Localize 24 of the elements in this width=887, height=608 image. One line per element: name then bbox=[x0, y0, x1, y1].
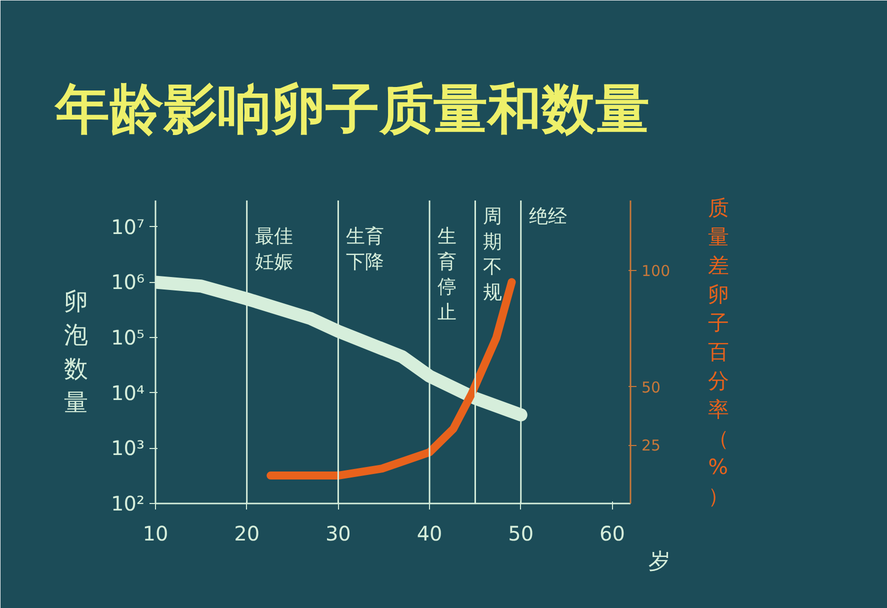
ref-line-label: 绝经 bbox=[528, 206, 567, 228]
x-tick-label: 50 bbox=[508, 522, 534, 546]
y-axis-title: 卵泡数量 bbox=[64, 288, 88, 416]
ref-line-label: 最佳妊娠 bbox=[254, 226, 293, 273]
x-tick-label: 40 bbox=[416, 522, 442, 546]
y-tick-label: 10⁷ bbox=[111, 214, 144, 239]
x-tick-label: 10 bbox=[142, 522, 168, 546]
text: 质量差卵子百分率（%） bbox=[708, 196, 730, 508]
chart-title: 年龄影响卵子质量和数量 bbox=[54, 78, 650, 140]
ref-line-label: 生育下降 bbox=[346, 226, 384, 273]
y2-tick-label: 100 bbox=[642, 262, 670, 280]
ref-line-label: 周期不规 bbox=[483, 206, 502, 304]
y-tick-label: 10³ bbox=[111, 436, 144, 460]
y-tick-label: 10⁶ bbox=[111, 270, 144, 294]
x-axis-title: 岁 bbox=[648, 550, 670, 574]
ref-line-label: 生育停止 bbox=[438, 226, 457, 324]
y-tick-label: 10⁴ bbox=[111, 380, 144, 405]
y-tick-label: 10² bbox=[111, 492, 144, 516]
x-tick-label: 30 bbox=[325, 522, 351, 546]
y2-tick-label: 50 bbox=[642, 378, 661, 396]
y2-tick-label: 25 bbox=[642, 436, 661, 455]
x-tick-label: 60 bbox=[600, 522, 625, 546]
y-tick-label: 10⁵ bbox=[111, 326, 144, 350]
x-tick-label: 20 bbox=[234, 522, 260, 546]
